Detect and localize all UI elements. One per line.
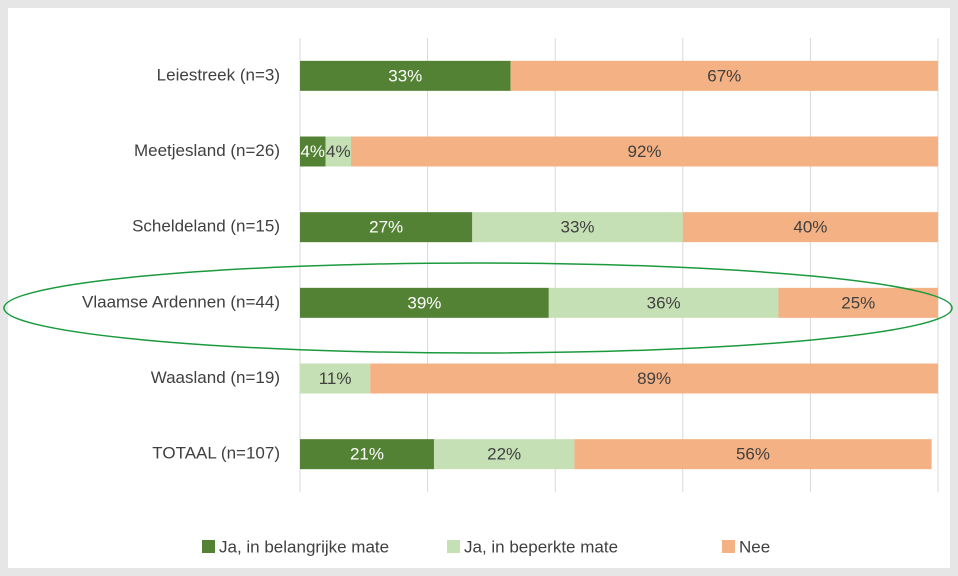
- bar-segment: [778, 287, 938, 318]
- bar-segment: [433, 439, 575, 470]
- value-label: 21%: [350, 445, 384, 464]
- value-label: 4%: [300, 142, 325, 161]
- legend: Ja, in belangrijke mate Ja, in beperkte m…: [202, 537, 770, 556]
- category-label: Scheldeland (n=15): [132, 217, 280, 236]
- bar-segment: [300, 212, 473, 243]
- value-label: 25%: [841, 293, 875, 312]
- value-label: 56%: [736, 445, 770, 464]
- category-label: Waasland (n=19): [151, 368, 280, 387]
- category-label: Vlaamse Ardennen (n=44): [82, 292, 280, 311]
- category-label: Meetjesland (n=26): [134, 141, 280, 160]
- bar-segment: [300, 363, 371, 394]
- legend-swatch: [722, 540, 735, 553]
- value-label: 67%: [707, 66, 741, 85]
- bar-segment: [510, 60, 938, 91]
- bar-segment: [351, 136, 938, 167]
- bar-segment: [548, 287, 779, 318]
- legend-swatch: [447, 540, 460, 553]
- value-label: 89%: [637, 369, 671, 388]
- bars: Leiestreek (n=3) 33% 67% Meetjesland (n=26)…: [82, 60, 938, 470]
- value-label: 40%: [793, 218, 827, 237]
- legend-label: Ja, in belangrijke mate: [219, 537, 389, 556]
- value-label: 36%: [647, 293, 681, 312]
- bar-segment: [300, 439, 434, 470]
- bar-segment: [300, 136, 326, 167]
- value-label: 33%: [388, 66, 422, 85]
- grid: [299, 38, 939, 492]
- legend-swatch: [202, 540, 215, 553]
- value-label: 92%: [628, 142, 662, 161]
- value-label: 27%: [369, 218, 403, 237]
- bar-segment: [300, 60, 511, 91]
- bar-segment: [370, 363, 938, 394]
- bar-segment: [325, 136, 352, 167]
- category-label: TOTAAL (n=107): [152, 444, 280, 463]
- highlight-ellipse: [3, 262, 953, 354]
- value-label: 22%: [487, 445, 521, 464]
- value-label: 39%: [407, 293, 441, 312]
- value-label: 4%: [326, 142, 351, 161]
- value-label: 11%: [319, 369, 352, 388]
- legend-label: Nee: [739, 537, 770, 556]
- value-label: 33%: [561, 218, 595, 237]
- legend-label: Ja, in beperkte mate: [464, 537, 618, 556]
- bar-segment: [574, 439, 932, 470]
- bar-segment: [682, 212, 938, 243]
- bar-segment: [472, 212, 683, 243]
- category-label: Leiestreek (n=3): [157, 65, 280, 84]
- bar-segment: [300, 287, 549, 318]
